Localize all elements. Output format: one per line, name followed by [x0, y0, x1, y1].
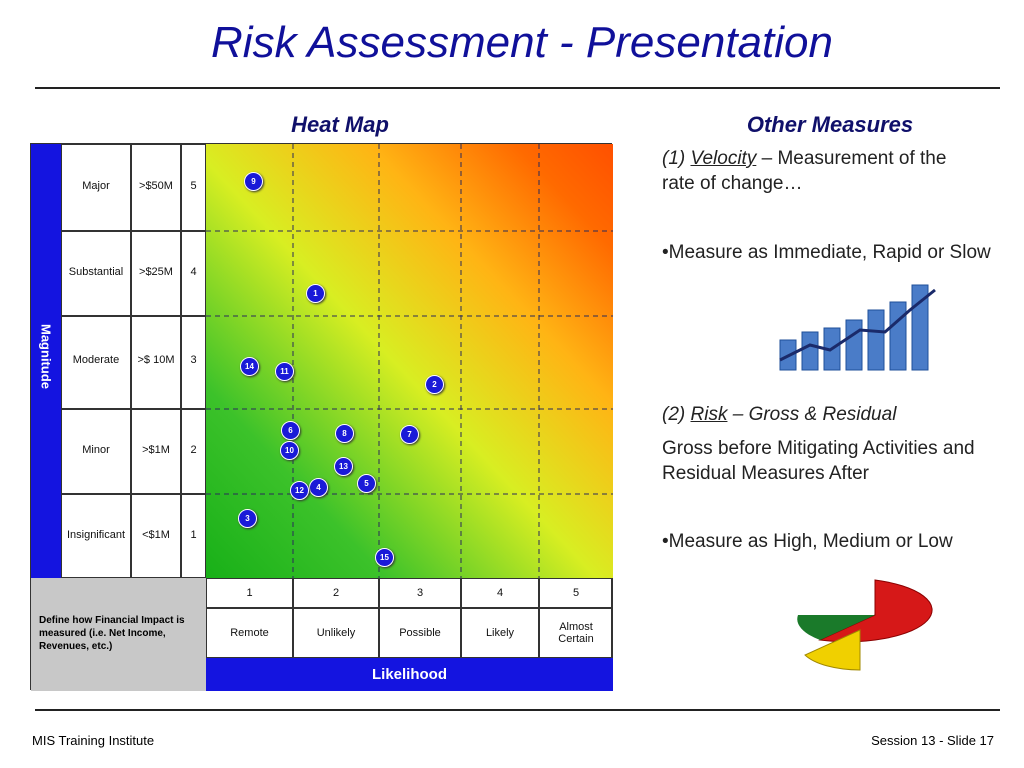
- row-label: Major: [61, 144, 131, 231]
- risk-marker: 3: [238, 509, 257, 528]
- row-score: 3: [181, 316, 206, 409]
- heat-grid: [206, 144, 613, 578]
- column-score: 1: [206, 578, 293, 608]
- text: – Gross & Residual: [727, 404, 897, 425]
- risk-marker: 10: [280, 441, 299, 460]
- risk-marker: 7: [400, 425, 419, 444]
- risk-marker: 6: [281, 421, 300, 440]
- column-label: Possible: [379, 608, 461, 658]
- row-score: 2: [181, 409, 206, 494]
- row-label: Insignificant: [61, 494, 131, 578]
- risk-marker: 5: [357, 474, 376, 493]
- column-label: Unlikely: [293, 608, 379, 658]
- risk-marker: 15: [375, 548, 394, 567]
- column-label: Almost Certain: [539, 608, 613, 658]
- other-measures-title: Other Measures: [746, 112, 914, 137]
- row-label: Minor: [61, 409, 131, 494]
- risk-marker: 4: [309, 478, 328, 497]
- risk-marker: 12: [290, 481, 309, 500]
- pie-graphic: [797, 579, 933, 671]
- risk-marker: 13: [334, 457, 353, 476]
- rule: [35, 709, 1000, 711]
- risk-marker: 14: [240, 357, 259, 376]
- column-label: Likely: [461, 608, 539, 658]
- measure-item: •Measure as Immediate, Rapid or Slow: [662, 242, 991, 263]
- likelihood-label: Likelihood: [206, 658, 613, 691]
- risk-marker: 9: [244, 172, 263, 191]
- note-area: [31, 578, 206, 691]
- risk-marker: 1: [306, 284, 325, 303]
- text: – Measurement of the rate of change…: [662, 148, 947, 194]
- prefix: (1): [662, 148, 691, 169]
- column-score: 2: [293, 578, 379, 608]
- measure-item: Gross before Mitigating Activities and R…: [662, 438, 975, 484]
- column-score: 5: [539, 578, 613, 608]
- column-score: 4: [461, 578, 539, 608]
- row-amount: >$50M: [131, 144, 181, 231]
- measure-item: •Measure as High, Medium or Low: [662, 531, 953, 552]
- prefix: (2): [662, 404, 691, 425]
- grid-lines: [206, 144, 613, 578]
- row-amount: >$1M: [131, 409, 181, 494]
- row-label: Moderate: [61, 316, 131, 409]
- row-label: Substantial: [61, 231, 131, 316]
- rule: [35, 87, 1000, 89]
- column-label: Remote: [206, 608, 293, 658]
- row-score: 1: [181, 494, 206, 578]
- row-labels: Major >$50M 5 Substantial >$25M 4 Moderate >$ 1…: [61, 144, 206, 578]
- footer-left: MIS Training Institute: [32, 733, 155, 748]
- measure-item: (1) Velocity – Measurement of the rate o…: [662, 146, 982, 196]
- bar-graphic: [779, 284, 936, 371]
- footer-right: Session 13 - Slide 17: [871, 733, 994, 748]
- note: Define how Financial Impact is measured …: [39, 615, 185, 652]
- column-labels: 1 Remote 2 Unlikely 3 Possible 4 Likely 5 Almost …: [206, 578, 613, 658]
- risk-marker: 8: [335, 424, 354, 443]
- row-score: 5: [181, 144, 206, 231]
- heat-map-title: Heat Map: [291, 112, 389, 137]
- term: Risk: [690, 404, 728, 425]
- column-score: 3: [379, 578, 461, 608]
- row-amount: >$25M: [131, 231, 181, 316]
- risk-marker: 2: [425, 375, 444, 394]
- magnitude-bar: [31, 144, 61, 578]
- slide-title: Risk Assessment - Presentation: [211, 18, 833, 67]
- row-amount: >$ 10M: [131, 316, 181, 409]
- measure-item: (2) Risk – Gross & Residual: [662, 402, 1007, 427]
- magnitude-label: Magnitude: [38, 324, 54, 389]
- term: Velocity: [690, 148, 757, 169]
- row-score: 4: [181, 231, 206, 316]
- heat-map: Magnitude Major >$50M 5 Substantial >$25M 4 Mo…: [30, 143, 613, 691]
- risk-marker: 11: [275, 362, 294, 381]
- row-amount: <$1M: [131, 494, 181, 578]
